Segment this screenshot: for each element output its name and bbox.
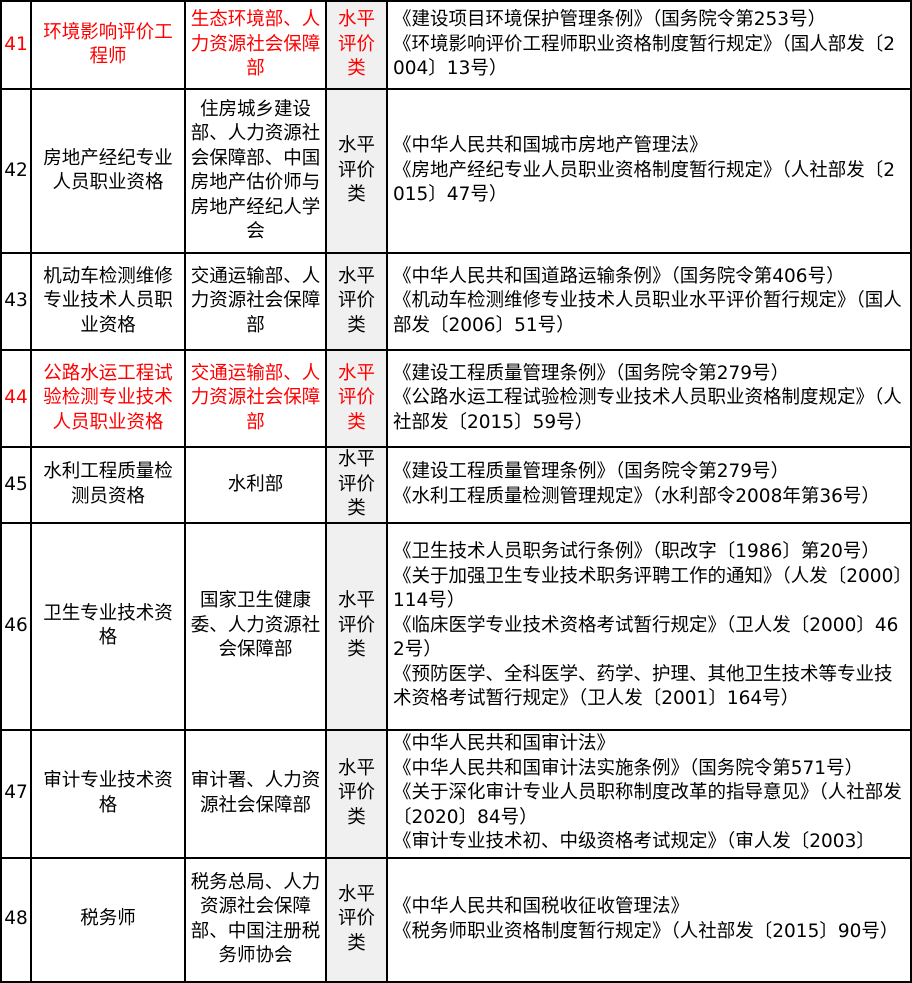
legal-basis: 《中华人民共和国税收征收管理法》《税务师职业资格制度暂行规定》（人社部发〔201… <box>386 856 912 983</box>
basis-document: 《建设工程质量管理条例》（国务院令第279号） <box>393 461 790 483</box>
basis-document: 《机动车检测维修专业技术人员职业水平评价暂行规定》（国人部发〔2006〕51号） <box>393 290 902 336</box>
row-number: 41 <box>0 0 32 90</box>
department: 国家卫生健康委、人力资源社会保障部 <box>184 521 327 731</box>
qualification-type: 水平评价类 <box>325 0 388 90</box>
qualification-type: 水平评价类 <box>325 856 388 983</box>
table-row: 43 机动车检测维修专业技术人员职业资格 交通运输部、人力资源社会保障部 水平评价类《… <box>0 252 912 351</box>
qualification-name: 卫生专业技术资格 <box>30 521 186 731</box>
table-row: 41 环境影响评价工程师 生态环境部、人力资源社会保障部 水平评价类 《建设项目环境保护… <box>0 0 912 90</box>
department: 交通运输部、人力资源社会保障部 <box>184 349 327 448</box>
basis-document: 《临床医学专业技术资格考试暂行规定》（卫人发〔2000〕462号） <box>393 614 899 661</box>
table-row: 45 水利工程质量检测员资格 水利部 水平评价类 《建设工程质量管理条例》（国务院令第2… <box>0 446 912 524</box>
basis-document: 《税务师职业资格制度暂行规定》（人社部发〔2015〕90号） <box>393 920 899 942</box>
table-row: 48 税务师 税务总局、人力资源社会保障部、中国注册税务师协会 水平评价类 《中华人民共… <box>0 856 912 983</box>
basis-document: 《中华人民共和国税收征收管理法》 <box>393 896 690 917</box>
legal-basis: 《中华人民共和国道路运输条例》（国务院令第406号） 《机动车检测维修专业技术人员… <box>386 252 912 351</box>
qualification-name: 税务师 <box>30 856 186 983</box>
basis-document: 《环境影响评价工程师职业资格制度暂行规定》（国人部发〔2004〕13号） <box>393 33 896 80</box>
table-row: 47 审计专业技术资格 审计署、人力资源社会保障部 水平评价类 《中华人民共和国审计法》… <box>0 728 912 859</box>
basis-document: 《中华人民共和国道路运输条例》（国务院令第406号） <box>393 265 845 287</box>
qualification-type: 水平评价类 <box>325 349 388 448</box>
basis-document: 《关于加强卫生专业技术职务评聘工作的通知》（人发〔2000〕114号） <box>393 565 903 612</box>
qualification-name: 房地产经纪专业人员职业资格 <box>30 88 186 254</box>
row-number: 45 <box>0 446 32 524</box>
basis-document: 《建设项目环境保护管理条例》（国务院令第253号） <box>393 9 827 31</box>
department: 生态环境部、人力资源社会保障部 <box>184 0 327 90</box>
table-row: 46 卫生专业技术资格 国家卫生健康委、人力资源社会保障部 水平评价类 《卫生技术人员职… <box>0 521 912 731</box>
legal-basis: 《中华人民共和国城市房地产管理法》 《房地产经纪专业人员职业资格制度暂行规定》（人… <box>386 88 912 254</box>
qualification-name: 公路水运工程试验检测专业技术人员职业资格 <box>30 349 186 448</box>
legal-basis: 《中华人民共和国审计法》 《中华人民共和国审计法实施条例》（国务院令第571号） 《… <box>386 728 912 859</box>
basis-document: 《关于深化审计专业人员职称制度改革的指导意见》（人社部发〔2020〕84号） <box>393 782 902 828</box>
row-number: 43 <box>0 252 32 351</box>
qualification-name: 水利工程质量检测员资格 <box>30 446 186 524</box>
table-row: 42 房地产经纪专业人员职业资格 住房城乡建设部、人力资源社会保障部、中国房地产估价… <box>0 88 912 254</box>
qualification-type: 水平评价类 <box>325 446 388 524</box>
legal-basis: 《建设工程质量管理条例》（国务院令第279号） 《水利工程质量检测管理规定》（水利… <box>386 446 912 524</box>
basis-document: 《审计专业技术初、中级资格考试规定》（审人发〔2003〕 <box>393 831 875 853</box>
basis-document: 《中华人民共和国城市房地产管理法》 <box>393 135 708 157</box>
row-number: 48 <box>0 856 32 983</box>
row-number: 42 <box>0 88 32 254</box>
qualification-type: 水平评价类 <box>325 728 388 859</box>
legal-basis: 《卫生技术人员职务试行条例》（职改字〔1986〕第20号） 《关于加强卫生专业技术… <box>386 521 912 731</box>
basis-document: 《水利工程质量检测管理规定》（水利部令2008年第36号） <box>393 485 880 507</box>
qualification-name: 机动车检测维修专业技术人员职业资格 <box>30 252 186 351</box>
legal-basis: 《建设工程质量管理条例》（国务院令第279号） 《公路水运工程试验检测专业技术人员… <box>386 349 912 448</box>
table-row: 44 公路水运工程试验检测专业技术人员职业资格 交通运输部、人力资源社会保障部 水平评… <box>0 349 912 448</box>
basis-document: 《房地产经纪专业人员职业资格制度暂行规定》（人社部发〔2015〕47号） <box>393 159 896 206</box>
legal-basis: 《建设项目环境保护管理条例》（国务院令第253号） 《环境影响评价工程师职业资格制… <box>386 0 912 90</box>
department: 税务总局、人力资源社会保障部、中国注册税务师协会 <box>184 856 327 983</box>
row-number: 44 <box>0 349 32 448</box>
basis-document: 《预防医学、全科医学、药学、护理、其他卫生技术等专业技术资格考试暂行规定》（卫人… <box>393 663 893 710</box>
qualification-name: 审计专业技术资格 <box>30 728 186 859</box>
basis-document: 《中华人民共和国审计法》 <box>393 733 616 755</box>
basis-document: 《卫生技术人员职务试行条例》（职改字〔1986〕第20号） <box>393 541 880 563</box>
qualification-name: 环境影响评价工程师 <box>30 0 186 90</box>
qualification-type: 水平评价类 <box>325 88 388 254</box>
basis-document: 《公路水运工程试验检测专业技术人员职业资格制度规定》（人社部发〔2015〕59号… <box>393 387 902 433</box>
department: 交通运输部、人力资源社会保障部 <box>184 252 327 351</box>
basis-document: 《中华人民共和国审计法实施条例》（国务院令第571号） <box>393 757 864 779</box>
row-number: 46 <box>0 521 32 731</box>
qualification-type: 水平评价类 <box>325 252 388 351</box>
department: 水利部 <box>184 446 327 524</box>
basis-document: 《建设工程质量管理条例》（国务院令第279号） <box>393 362 790 384</box>
department: 审计署、人力资源社会保障部 <box>184 728 327 859</box>
row-number: 47 <box>0 728 32 859</box>
qualification-type: 水平评价类 <box>325 521 388 731</box>
department: 住房城乡建设部、人力资源社会保障部、中国房地产估价师与房地产经纪人学会 <box>184 88 327 254</box>
